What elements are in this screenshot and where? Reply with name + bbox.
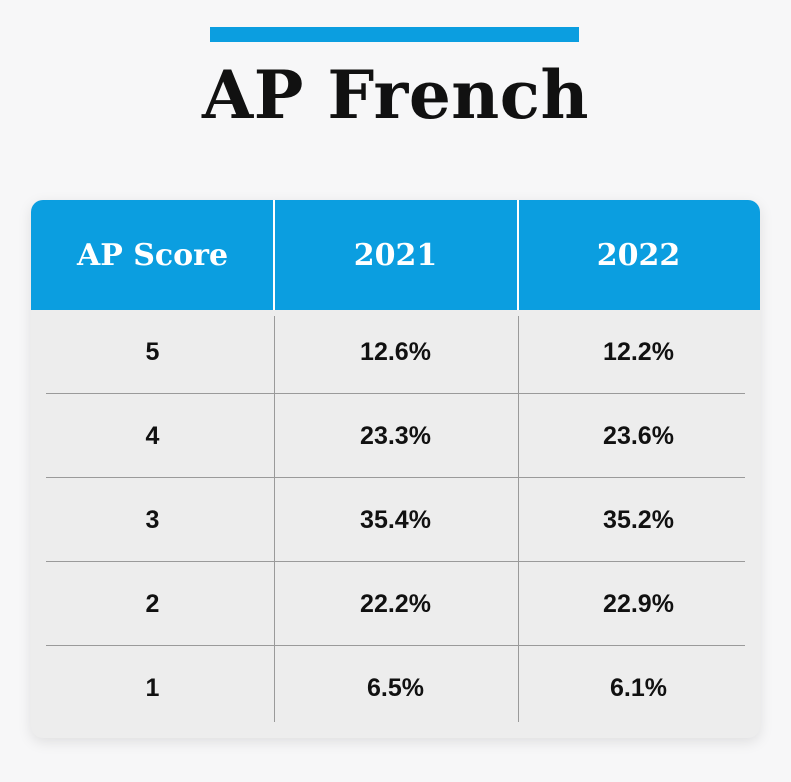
value-cell-2022: 12.2% [603,337,674,366]
value-cell-2021: 22.2% [360,589,431,618]
row-divider [46,393,745,394]
row-divider [46,645,745,646]
score-table: AP Score 2021 2022 5 12.6% 12.2% 4 23.3%… [31,200,760,738]
score-cell: 2 [145,589,160,618]
table-body: 5 12.6% 12.2% 4 23.3% 23.6% 3 35.4% 35.2… [31,310,760,728]
table-row: 3 35.4% 35.2% [31,478,760,562]
table-header-row: AP Score 2021 2022 [31,200,760,310]
value-cell-2021: 6.5% [367,673,424,702]
table-row: 2 22.2% 22.9% [31,562,760,646]
value-cell-2021: 23.3% [360,421,431,450]
header-cell-2022: 2022 [596,237,681,273]
row-divider [46,477,745,478]
table-row: 1 6.5% 6.1% [31,646,760,730]
table-row: 4 23.3% 23.6% [31,394,760,478]
score-cell: 4 [145,421,160,450]
header-cell-2021: 2021 [353,237,438,273]
header-divider [517,200,519,310]
header-cell-ap-score: AP Score [76,237,229,273]
table-row: 5 12.6% 12.2% [31,310,760,394]
value-cell-2022: 6.1% [610,673,667,702]
column-divider [518,316,519,722]
value-cell-2022: 22.9% [603,589,674,618]
score-cell: 5 [145,337,160,366]
value-cell-2021: 12.6% [360,337,431,366]
value-cell-2022: 35.2% [603,505,674,534]
header-divider [273,200,275,310]
row-divider [46,561,745,562]
value-cell-2022: 23.6% [603,421,674,450]
value-cell-2021: 35.4% [360,505,431,534]
score-cell: 1 [145,673,160,702]
column-divider [274,316,275,722]
accent-bar [210,27,579,42]
page-title: AP French [202,56,589,134]
score-cell: 3 [145,505,160,534]
